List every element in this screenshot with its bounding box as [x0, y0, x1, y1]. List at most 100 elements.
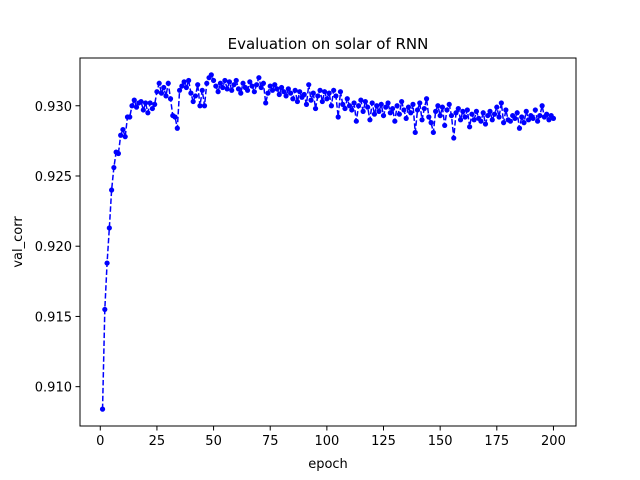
data-point [498, 100, 504, 106]
data-point [485, 112, 491, 119]
data-point [208, 72, 214, 78]
data-point [478, 118, 484, 124]
data-point [197, 103, 203, 109]
data-point [344, 96, 350, 102]
data-point [442, 122, 448, 129]
data-point [437, 112, 443, 119]
data-point [133, 104, 140, 110]
data-point [503, 107, 509, 113]
data-point [423, 96, 430, 102]
data-point [550, 115, 557, 121]
data-point [419, 117, 425, 123]
data-point [412, 129, 418, 136]
x-tick-label: 150 [428, 434, 453, 449]
data-point [165, 80, 171, 86]
data-point [430, 129, 436, 136]
data-point [516, 125, 523, 131]
data-point [340, 101, 346, 107]
data-point [460, 108, 466, 114]
data-point [455, 105, 461, 112]
data-point [494, 104, 500, 110]
data-point [403, 115, 409, 121]
data-point [396, 111, 402, 117]
data-point [324, 96, 330, 102]
data-point [272, 82, 278, 88]
x-tick-label: 200 [541, 434, 566, 449]
data-point [353, 118, 359, 124]
y-tick-label: 0.920 [35, 240, 72, 255]
data-point [283, 93, 289, 99]
data-point [380, 112, 387, 119]
data-point [501, 120, 507, 126]
data-point [229, 87, 235, 93]
data-point [224, 86, 230, 92]
data-point [374, 103, 380, 109]
y-tick-label: 0.930 [35, 100, 72, 115]
data-point [349, 107, 355, 113]
data-point [199, 87, 205, 93]
data-point [410, 101, 416, 107]
data-point [129, 103, 135, 109]
data-point [292, 87, 298, 93]
data-point [417, 100, 423, 106]
data-point [213, 83, 219, 89]
data-point [371, 111, 378, 117]
data-point [428, 120, 434, 126]
data-point [256, 75, 262, 81]
data-point [383, 104, 389, 110]
data-point [142, 100, 149, 106]
data-point [467, 124, 473, 130]
data-point [156, 80, 162, 86]
chart-title: Evaluation on solar of RNN [228, 35, 429, 53]
data-point [201, 103, 208, 109]
data-point [276, 91, 282, 98]
x-tick-label: 75 [262, 434, 279, 449]
data-point [496, 114, 502, 120]
data-point [210, 77, 217, 84]
data-point [188, 90, 194, 96]
data-point [408, 110, 414, 116]
data-point [186, 77, 192, 84]
data-point [138, 98, 144, 105]
data-point [376, 108, 382, 114]
data-point [487, 108, 493, 114]
data-point [521, 120, 527, 126]
data-point [181, 79, 187, 85]
data-point [532, 107, 538, 113]
data-point [392, 118, 398, 124]
data-point [163, 93, 169, 99]
data-point [176, 87, 183, 93]
x-tick-label: 25 [149, 434, 166, 449]
data-point [222, 77, 228, 84]
data-point [544, 111, 550, 117]
data-point [335, 114, 341, 120]
data-point [512, 115, 518, 121]
data-point [469, 111, 475, 117]
data-point [167, 96, 174, 102]
data-point [258, 84, 264, 91]
data-point [446, 101, 452, 107]
data-point [439, 104, 446, 110]
data-point [355, 103, 362, 109]
data-point [351, 100, 357, 106]
data-point [328, 103, 334, 109]
data-point [161, 84, 167, 91]
x-tick-label: 175 [484, 434, 509, 449]
data-point [489, 117, 495, 123]
data-point [315, 93, 321, 99]
data-point [453, 110, 459, 116]
data-point [145, 110, 151, 116]
data-point [457, 117, 464, 123]
data-point [367, 117, 373, 123]
data-point [158, 90, 165, 96]
data-point [269, 87, 276, 93]
data-point [106, 225, 112, 231]
data-point [154, 89, 160, 95]
data-point [247, 79, 253, 85]
data-point [102, 306, 108, 313]
data-point [285, 86, 291, 92]
data-point [507, 118, 514, 124]
data-point [360, 108, 366, 114]
data-point [290, 96, 296, 102]
